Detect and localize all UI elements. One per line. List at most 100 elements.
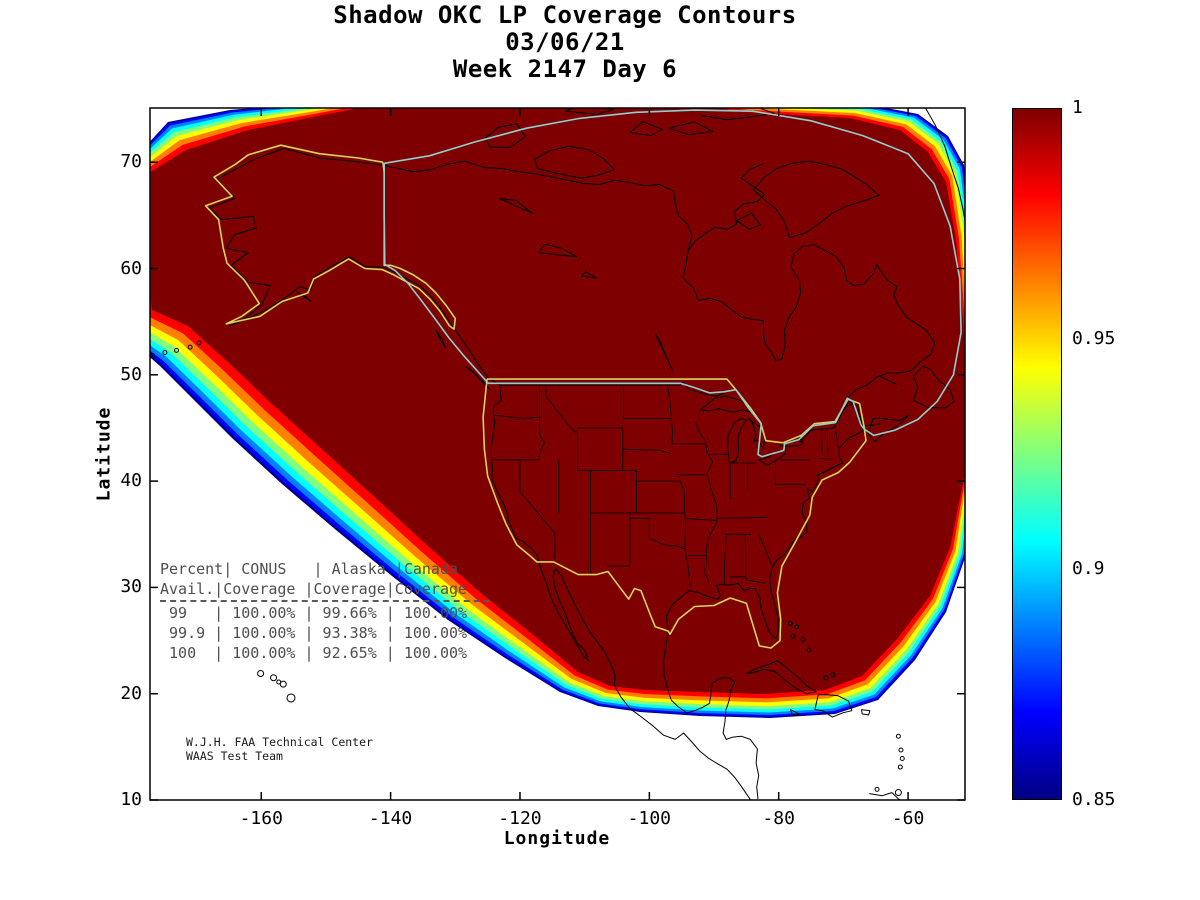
coastline (746, 660, 817, 695)
island (898, 747, 904, 753)
coastline (869, 792, 902, 800)
state-border (744, 534, 747, 577)
coastline (789, 709, 800, 717)
island (897, 764, 903, 770)
colorbar-tick-0-9: 0.9 (1072, 558, 1105, 579)
y-tick-label: 10 (120, 789, 142, 810)
table-row-99: 99 | 100.00% | 99.66% | 100.00% (160, 604, 468, 622)
table-divider (160, 600, 490, 602)
state-border (629, 517, 686, 550)
coastline (538, 243, 578, 258)
island (174, 347, 180, 353)
y-tick-label: 50 (120, 363, 142, 385)
island (787, 621, 793, 627)
credit-text: W.J.H. FAA Technical Center WAAS Test Te… (186, 735, 373, 763)
state-border (539, 417, 545, 460)
table-header-regions: Percent| CONUS | Alaska |Canada (160, 560, 459, 578)
y-tick-label: 30 (120, 576, 142, 598)
coastline (701, 108, 775, 121)
island (874, 786, 880, 792)
coastline (499, 197, 533, 214)
coastline (878, 375, 897, 385)
x-tick-label: -140 (368, 808, 413, 829)
island (257, 670, 265, 678)
coastline (682, 162, 765, 279)
x-tick-label: -60 (891, 808, 925, 829)
island (196, 340, 202, 346)
state-border (717, 516, 768, 519)
state-border (493, 414, 540, 419)
coastline (700, 395, 751, 413)
state-border (729, 576, 765, 584)
coastline (663, 423, 881, 799)
state-border (834, 424, 839, 449)
island (794, 624, 800, 630)
island (286, 693, 296, 703)
x-tick-label: -160 (239, 808, 283, 829)
island (800, 636, 806, 642)
figure-title-block: Shadow OKC LP Coverage Contours 03/06/21… (0, 2, 1130, 83)
coastline (912, 365, 955, 409)
state-border (519, 459, 556, 559)
state-border (684, 517, 717, 521)
coastline (814, 694, 853, 718)
contour-interior (150, 108, 965, 694)
coastline (861, 709, 871, 716)
coastline (435, 329, 447, 349)
state-border (821, 427, 823, 453)
island (187, 344, 193, 350)
x-axis-label: Longitude (503, 828, 611, 849)
coastline (384, 160, 693, 251)
coastline (758, 449, 787, 466)
coastline (842, 264, 936, 426)
table-header-coverage: Avail.|Coverage |Coverage|Coverage (160, 580, 468, 598)
state-border (667, 385, 672, 419)
island (806, 647, 812, 653)
canada-service-boundary (383, 109, 962, 458)
colorbar (1012, 108, 1062, 800)
y-tick-label: 20 (120, 682, 142, 704)
figure-date: 03/06/21 (505, 28, 625, 56)
coastline (629, 121, 663, 137)
state-border (679, 480, 685, 513)
x-tick-label: -80 (762, 808, 795, 829)
state-border (758, 534, 772, 566)
coastline (753, 160, 880, 239)
island (895, 733, 901, 739)
island (899, 756, 905, 762)
coastline (581, 271, 597, 279)
figure-week-day: Week 2147 Day 6 (452, 55, 678, 83)
coverage-stats-table: Percent| CONUS | Alaska |Canada Avail.|C… (160, 559, 490, 663)
credit-line-2: WAAS Test Team (186, 749, 283, 763)
y-tick-label: 40 (120, 470, 142, 492)
plot-frame (149, 107, 966, 801)
island (830, 672, 836, 678)
coastline (668, 121, 714, 136)
alaska-service-boundary (204, 144, 457, 330)
colorbar-tick-1: 1 (1072, 97, 1083, 118)
colorbar-tick-0-95: 0.95 (1072, 328, 1116, 349)
island (790, 633, 796, 639)
state-border (622, 448, 671, 454)
map-layers (150, 108, 965, 800)
coastline (485, 123, 526, 148)
state-border (545, 385, 578, 433)
y-tick-label: 60 (120, 257, 142, 279)
island (279, 680, 287, 688)
x-tick-label: -120 (498, 808, 542, 829)
coastline (534, 145, 615, 179)
coastline (867, 414, 910, 443)
coastline (736, 212, 762, 230)
coastline (565, 108, 615, 115)
x-tick-label: -100 (627, 808, 672, 829)
coastline (296, 291, 312, 302)
state-border (724, 534, 727, 586)
state-border (703, 440, 718, 583)
island (162, 349, 168, 355)
coastline (924, 108, 965, 224)
coastline (680, 381, 725, 397)
island (894, 789, 902, 797)
state-border (606, 513, 631, 567)
